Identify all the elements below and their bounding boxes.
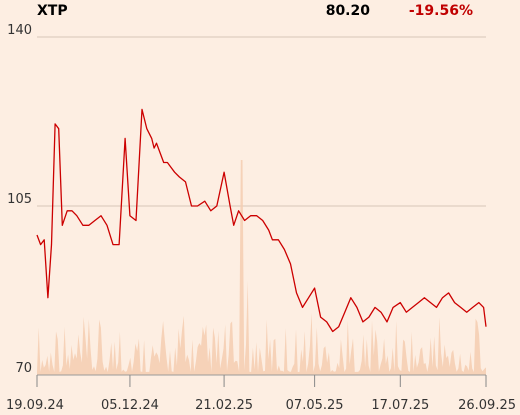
x-tick-label: 21.02.25: [195, 398, 253, 413]
y-tick-label: 70: [15, 361, 32, 376]
y-tick-label: 140: [7, 23, 32, 38]
x-tick-label: 26.09.25: [458, 398, 516, 413]
x-tick-label: 17.07.25: [371, 398, 429, 413]
change-percent: -19.56%: [408, 3, 473, 19]
last-price: 80.20: [325, 3, 370, 19]
x-tick-label: 07.05.25: [286, 398, 344, 413]
x-tick-label: 19.09.24: [6, 398, 64, 413]
y-tick-label: 105: [7, 192, 32, 207]
price-line: [36, 108, 487, 333]
volume-area: [37, 160, 486, 375]
x-tick-label: 05.12.24: [101, 398, 159, 413]
ticker-symbol: XTP: [37, 3, 68, 19]
